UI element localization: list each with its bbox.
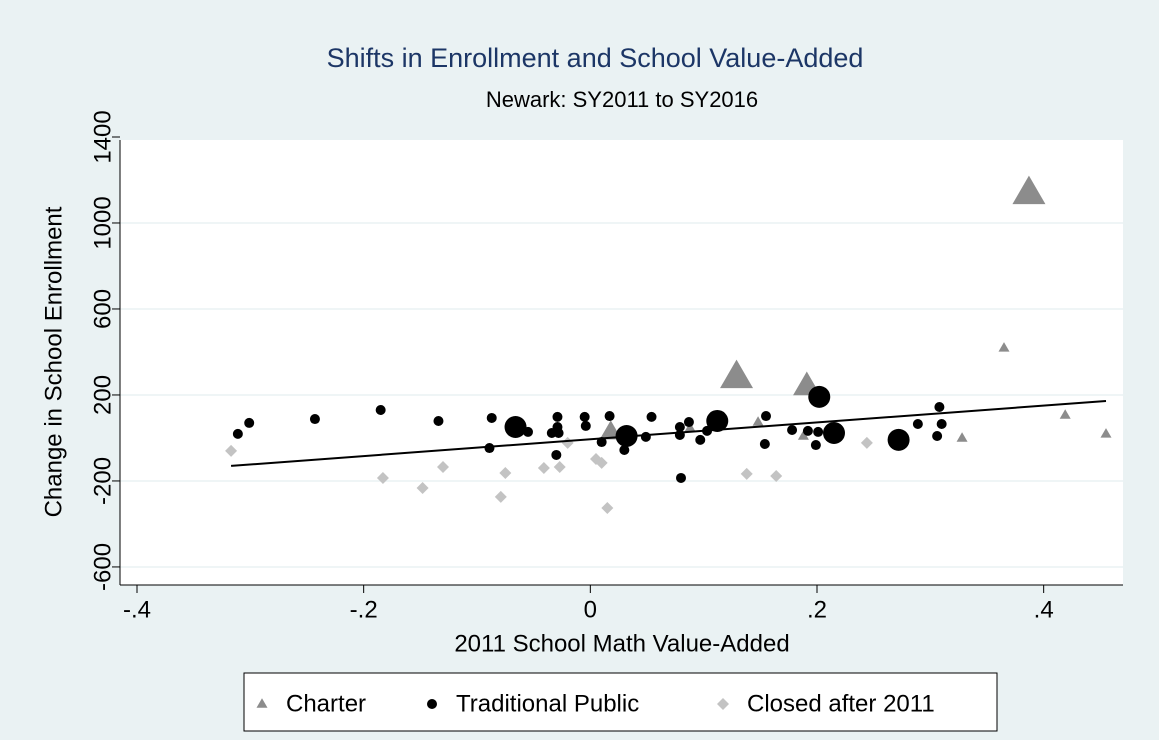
point: [437, 460, 449, 473]
point: [595, 456, 608, 469]
legend-label: Traditional Public: [456, 690, 639, 717]
x-axis-label: 2011 School Math Value-Added: [454, 630, 789, 657]
point: [810, 440, 821, 451]
point: [932, 431, 943, 442]
point: [225, 444, 238, 457]
point: [956, 432, 968, 442]
plot-area: [120, 140, 1123, 585]
point: [552, 411, 563, 422]
legend-label: Closed after 2011: [747, 690, 935, 717]
point: [808, 385, 831, 408]
point: [912, 418, 923, 429]
point: [1012, 175, 1046, 205]
chart-subtitle: Newark: SY2011 to SY2016: [486, 87, 758, 112]
point: [759, 438, 770, 449]
chart-title: Shifts in Enrollment and School Value-Ad…: [327, 43, 864, 73]
point: [674, 421, 685, 432]
x-tick-label: -.4: [123, 596, 151, 623]
x-tick-label: -.2: [350, 596, 378, 623]
point: [695, 434, 706, 445]
point: [232, 428, 243, 439]
point: [646, 411, 657, 422]
point: [1059, 409, 1071, 419]
legend: [243, 672, 998, 732]
point: [604, 411, 615, 422]
point: [761, 411, 771, 422]
point: [601, 502, 614, 515]
point: [998, 342, 1010, 352]
x-tick-label: .2: [807, 596, 827, 623]
point: [683, 417, 694, 428]
point: [813, 426, 824, 437]
point: [433, 415, 444, 426]
y-tick-label: 200: [89, 375, 116, 415]
point: [484, 443, 495, 454]
point: [1100, 428, 1112, 438]
point: [486, 412, 497, 423]
fit-line: [230, 399, 1107, 467]
point: [416, 482, 429, 495]
legend-marker: [427, 699, 437, 709]
point: [553, 428, 564, 439]
point: [619, 444, 630, 455]
point: [375, 405, 386, 416]
point: [787, 425, 798, 436]
point: [936, 418, 947, 429]
point: [523, 426, 533, 437]
point: [537, 462, 550, 475]
x-tick-label: .4: [1034, 596, 1054, 623]
point: [770, 470, 783, 483]
point: [802, 425, 813, 436]
point: [494, 490, 507, 503]
y-tick-label: 1000: [89, 196, 116, 249]
point: [934, 402, 945, 412]
point: [752, 416, 764, 426]
point: [797, 430, 809, 440]
legend-label: Charter: [286, 690, 366, 717]
y-tick-label: -600: [89, 543, 116, 591]
point: [553, 460, 566, 473]
point: [244, 417, 255, 428]
point: [499, 466, 512, 479]
point: [740, 467, 753, 480]
x-tick-label: 0: [584, 596, 597, 623]
point: [580, 420, 591, 431]
y-axis-label: Change in School Enrollment: [40, 206, 67, 517]
y-tick-label: -200: [89, 457, 116, 505]
point: [887, 428, 910, 451]
point: [309, 414, 320, 425]
point: [579, 411, 590, 422]
y-tick-label: 1400: [89, 110, 116, 163]
point: [551, 449, 562, 460]
point: [706, 409, 729, 432]
point: [504, 415, 527, 438]
point: [640, 431, 651, 442]
point: [376, 471, 389, 484]
point: [676, 472, 686, 483]
legend-marker: [717, 698, 729, 710]
legend-marker: [256, 698, 268, 708]
point: [823, 422, 845, 445]
point: [860, 436, 873, 449]
point: [720, 359, 754, 389]
y-tick-label: 600: [89, 289, 116, 329]
